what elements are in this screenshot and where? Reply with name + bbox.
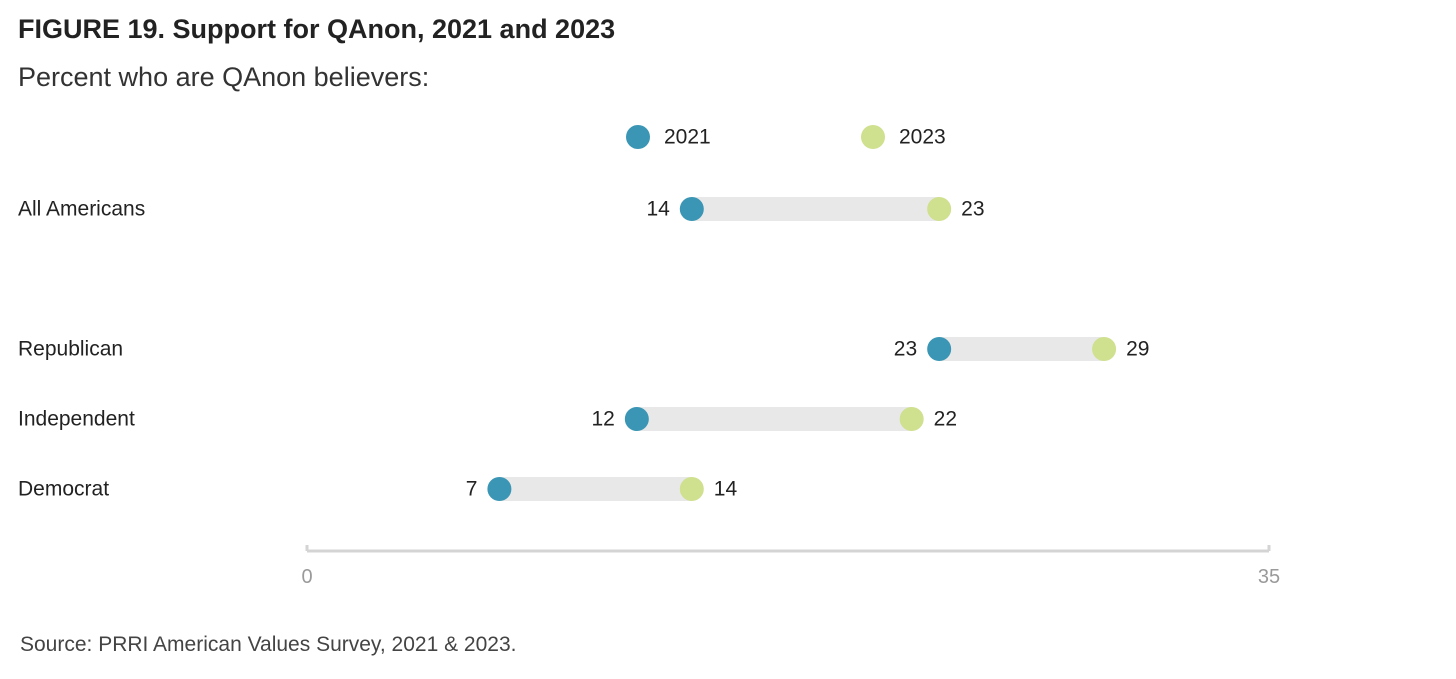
category-label-republican: Republican bbox=[18, 338, 123, 361]
legend-marker-2021 bbox=[626, 125, 650, 149]
value-label-2021-democrat: 7 bbox=[466, 478, 478, 501]
value-label-2021-independent: 12 bbox=[591, 408, 614, 431]
point-2021-independent bbox=[624, 407, 649, 431]
value-label-2023-republican: 29 bbox=[1126, 338, 1149, 361]
connector-bar-all-americans bbox=[691, 197, 940, 221]
point-2023-all-americans bbox=[927, 197, 952, 221]
point-2023-republican bbox=[1092, 337, 1117, 361]
point-2021-democrat bbox=[487, 477, 512, 501]
x-tick-label-max: 35 bbox=[1258, 566, 1280, 588]
category-label-independent: Independent bbox=[18, 408, 135, 431]
connector-bar-republican bbox=[939, 337, 1105, 361]
point-2021-all-americans bbox=[679, 197, 704, 221]
legend-label-2021: 2021 bbox=[664, 126, 711, 149]
connector-bar-independent bbox=[636, 407, 912, 431]
figure-title: FIGURE 19. Support for QAnon, 2021 and 2… bbox=[18, 14, 616, 44]
point-2023-independent bbox=[899, 407, 924, 431]
value-label-2023-democrat: 14 bbox=[714, 478, 738, 501]
value-label-2023-independent: 22 bbox=[934, 408, 957, 431]
value-label-2021-all-americans: 14 bbox=[646, 198, 670, 221]
source-note: Source: PRRI American Values Survey, 202… bbox=[20, 633, 517, 656]
figure-subtitle: Percent who are QAnon believers: bbox=[18, 62, 430, 92]
x-tick-label-min: 0 bbox=[301, 566, 312, 588]
legend-label-2023: 2023 bbox=[899, 126, 946, 149]
category-label-all-americans: All Americans bbox=[18, 198, 145, 221]
point-2023-democrat bbox=[679, 477, 704, 501]
connector-bar-democrat bbox=[499, 477, 692, 501]
dumbbell-chart: 2021 2023 All Americans 14 23 Republican 23 29 I… bbox=[18, 125, 1280, 588]
point-2021-republican bbox=[927, 337, 952, 361]
legend-marker-2023 bbox=[861, 125, 885, 149]
value-label-2021-republican: 23 bbox=[894, 338, 917, 361]
value-label-2023-all-americans: 23 bbox=[961, 198, 984, 221]
category-label-democrat: Democrat bbox=[18, 478, 109, 501]
